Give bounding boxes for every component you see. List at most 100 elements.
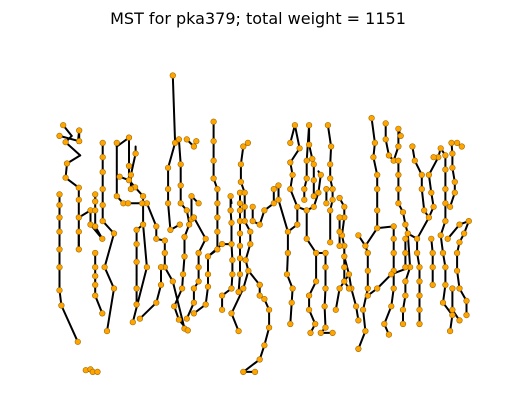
- graph-node: [133, 241, 140, 248]
- mst-edge: [177, 138, 182, 166]
- graph-node: [186, 221, 193, 228]
- graph-node: [283, 271, 291, 278]
- graph-node: [229, 257, 236, 264]
- graph-node: [306, 122, 313, 129]
- mst-edge: [103, 232, 115, 269]
- graph-node: [301, 186, 308, 193]
- graph-node: [390, 249, 397, 257]
- graph-node: [463, 312, 470, 319]
- graph-node: [329, 196, 336, 203]
- graph-node: [229, 271, 236, 278]
- graph-node: [167, 226, 174, 233]
- mst-edge: [362, 287, 369, 311]
- graph-node: [214, 214, 221, 221]
- graph-node: [219, 241, 226, 248]
- mst-edge: [131, 266, 148, 324]
- graph-node: [110, 285, 118, 292]
- graph-node: [241, 203, 248, 210]
- graph-node: [236, 207, 244, 214]
- graph-node: [60, 122, 67, 129]
- graph-node: [116, 173, 123, 180]
- graph-node: [169, 278, 176, 285]
- graph-node: [336, 285, 343, 292]
- graph-node: [294, 221, 301, 228]
- graph-node: [99, 186, 106, 193]
- chart-title: MST for pka379; total weight = 1151: [110, 9, 406, 28]
- graph-node: [227, 193, 234, 200]
- mst-edge: [293, 124, 301, 150]
- graph-node: [190, 214, 197, 221]
- mst-edge: [173, 287, 184, 308]
- graph-node: [62, 139, 69, 146]
- graph-node: [113, 193, 120, 200]
- graph-node: [451, 178, 458, 186]
- graph-node: [341, 253, 348, 260]
- mst-edge: [286, 252, 289, 276]
- graph-node: [306, 306, 313, 313]
- graph-node: [74, 338, 81, 345]
- graph-node: [125, 162, 133, 170]
- graph-node: [176, 221, 183, 228]
- graph-node: [456, 239, 463, 246]
- graph-node: [442, 200, 449, 207]
- graph-node: [355, 345, 362, 353]
- graph-node: [195, 200, 202, 207]
- graph-node: [188, 193, 195, 200]
- mst-edge: [364, 227, 379, 247]
- graph-node: [183, 315, 190, 322]
- graph-node: [56, 246, 63, 253]
- graph-node: [428, 235, 435, 242]
- graph-node: [275, 196, 282, 203]
- graph-node: [447, 328, 454, 335]
- graph-node: [449, 306, 456, 313]
- graph-node: [449, 285, 456, 292]
- graph-node: [62, 174, 69, 181]
- graph-node: [56, 264, 63, 271]
- graph-node: [256, 292, 263, 299]
- graph-node: [236, 230, 244, 237]
- graph-node: [275, 182, 282, 189]
- graph-node: [456, 317, 463, 324]
- graph-node: [310, 177, 317, 184]
- graph-node: [465, 218, 472, 225]
- graph-node: [235, 288, 242, 296]
- mst-edge: [376, 273, 393, 290]
- graph-node: [421, 207, 428, 214]
- graph-node: [416, 320, 423, 328]
- graph-node: [390, 235, 397, 242]
- graph-node: [402, 249, 409, 257]
- graph-node: [236, 200, 244, 207]
- graph-node: [322, 264, 329, 271]
- graph-node: [92, 191, 99, 198]
- graph-node: [321, 303, 328, 310]
- graph-node: [329, 329, 336, 337]
- graph-node: [266, 324, 273, 331]
- graph-node: [414, 249, 421, 257]
- graph-node: [99, 154, 106, 161]
- mst-edge: [167, 202, 172, 231]
- graph-node: [127, 171, 134, 178]
- graph-node: [395, 143, 402, 150]
- graph-node: [202, 235, 209, 242]
- graph-node: [136, 315, 143, 322]
- graph-node: [402, 221, 409, 228]
- graph-node: [447, 203, 454, 210]
- graph-node: [322, 249, 329, 257]
- graph-node: [92, 223, 99, 230]
- graph-node: [161, 237, 168, 244]
- graph-node: [317, 329, 324, 337]
- graph-node: [236, 242, 244, 249]
- graph-node: [442, 264, 449, 271]
- graph-node: [75, 228, 82, 235]
- graph-node: [324, 122, 332, 129]
- graph-node: [329, 186, 336, 193]
- graph-node: [449, 312, 456, 319]
- graph-node: [165, 186, 172, 193]
- graph-node: [313, 278, 320, 285]
- graph-node: [241, 218, 248, 225]
- graph-node: [237, 161, 244, 168]
- mst-edge: [277, 198, 289, 233]
- graph-node: [399, 320, 407, 328]
- graph-node: [284, 228, 292, 235]
